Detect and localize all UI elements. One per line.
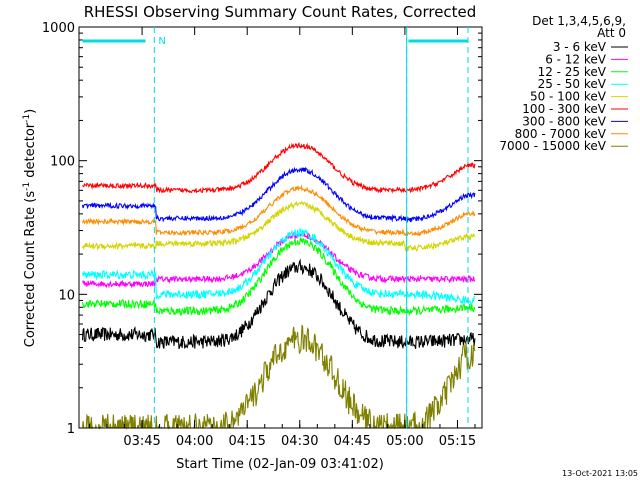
series-line-3 [81, 237, 476, 317]
x-tick-label-6: 05:15 [439, 434, 476, 449]
series-line-7 [81, 166, 476, 223]
legend-label-3: 12 - 25 keV [538, 65, 607, 79]
y-axis-label: Corrected Count Rate (s-1 detector-1) [22, 109, 38, 347]
x-tick-label-2: 04:15 [228, 434, 265, 449]
series-line-8 [81, 184, 476, 237]
series-line-5 [82, 200, 476, 253]
x-tick-label-5: 05:00 [386, 434, 423, 449]
chart-title: RHESSI Observing Summary Count Rates, Co… [84, 3, 477, 21]
legend-label-7: 300 - 800 keV [522, 114, 606, 128]
y-tick-label-1: 10 [58, 288, 75, 303]
series-line-9 [81, 324, 476, 431]
x-axis-label: Start Time (02-Jan-09 03:41:02) [176, 457, 384, 472]
legend-label-5: 50 - 100 keV [530, 90, 607, 104]
legend-label-1: 3 - 6 keV [553, 40, 607, 54]
plot-area: 03:45 04:00 04:15 04:30 04:45 05:00 05:15 1 10 10… [42, 21, 483, 449]
legend-label-6: 100 - 300 keV [522, 102, 606, 116]
night-bar-label: N [158, 36, 165, 47]
x-tick-label-3: 04:30 [281, 434, 318, 449]
y-tick-label-2: 100 [50, 155, 75, 170]
legend-label-9: 7000 - 15000 keV [499, 139, 606, 153]
series-line-1 [81, 258, 476, 350]
x-tick-label-1: 04:00 [176, 434, 213, 449]
series-line-6 [82, 141, 476, 194]
legend-label-8: 800 - 7000 keV [515, 127, 607, 141]
legend-header-2: Att 0 [597, 26, 626, 40]
x-tick-label-0: 03:45 [123, 434, 160, 449]
legend-header-1: Det 1,3,4,5,6,9, [532, 14, 626, 28]
y-tick-label-0: 1 [67, 422, 75, 437]
series-line-4 [81, 227, 476, 306]
legend-label-2: 6 - 12 keV [545, 52, 607, 66]
legend-label-4: 25 - 50 keV [538, 77, 607, 91]
y-tick-label-3: 1000 [42, 21, 75, 36]
footer-timestamp: 13-Oct-2021 13:05 [562, 469, 638, 478]
x-tick-label-4: 04:45 [334, 434, 371, 449]
plot-frame [78, 26, 483, 429]
